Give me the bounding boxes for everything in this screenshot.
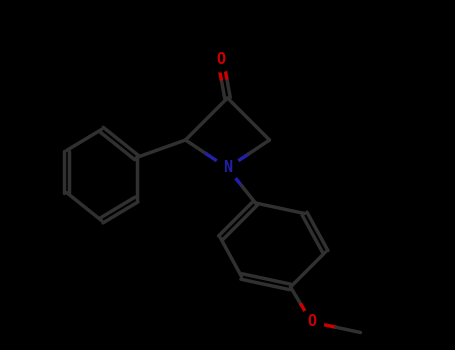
Text: O: O bbox=[307, 315, 316, 329]
Text: O: O bbox=[216, 52, 225, 67]
Circle shape bbox=[208, 47, 233, 72]
Circle shape bbox=[215, 156, 240, 180]
Circle shape bbox=[299, 310, 324, 334]
Text: N: N bbox=[223, 161, 232, 175]
